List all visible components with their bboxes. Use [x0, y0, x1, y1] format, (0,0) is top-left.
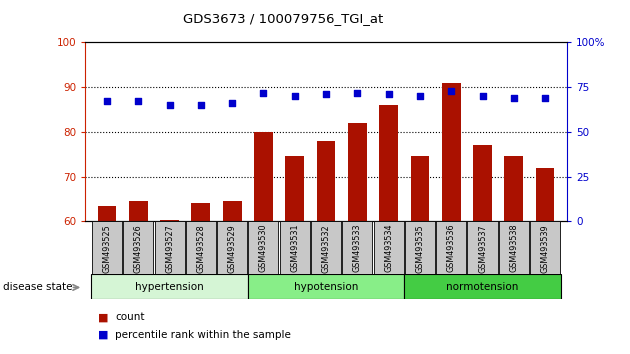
Point — [321, 91, 331, 97]
Text: GSM493529: GSM493529 — [227, 224, 237, 273]
Bar — [123, 221, 153, 274]
Text: GSM493526: GSM493526 — [134, 224, 143, 273]
Point — [478, 93, 488, 99]
Point — [352, 90, 362, 95]
Bar — [217, 221, 247, 274]
Bar — [530, 221, 560, 274]
Bar — [248, 274, 404, 299]
Bar — [154, 221, 185, 274]
Point — [384, 91, 394, 97]
Text: ■: ■ — [98, 312, 108, 322]
Text: GSM493532: GSM493532 — [321, 224, 331, 273]
Bar — [160, 220, 179, 221]
Bar — [186, 221, 216, 274]
Bar — [505, 156, 523, 221]
Bar — [405, 221, 435, 274]
Point — [133, 99, 143, 104]
Bar — [285, 156, 304, 221]
Point — [290, 93, 300, 99]
Text: count: count — [115, 312, 145, 322]
Text: GSM493528: GSM493528 — [197, 224, 205, 273]
Bar — [348, 123, 367, 221]
Bar — [411, 156, 429, 221]
Text: ■: ■ — [98, 330, 108, 340]
Bar — [311, 221, 341, 274]
Bar — [254, 132, 273, 221]
Text: normotension: normotension — [446, 282, 518, 292]
Text: GSM493530: GSM493530 — [259, 224, 268, 273]
Bar — [92, 221, 122, 274]
Bar — [317, 141, 335, 221]
Text: GSM493537: GSM493537 — [478, 224, 487, 273]
Bar — [499, 221, 529, 274]
Bar — [342, 221, 372, 274]
Text: GSM493534: GSM493534 — [384, 224, 393, 273]
Bar — [404, 274, 561, 299]
Point — [258, 90, 268, 95]
Bar — [536, 168, 554, 221]
Text: GSM493525: GSM493525 — [103, 224, 112, 273]
Text: GDS3673 / 100079756_TGI_at: GDS3673 / 100079756_TGI_at — [183, 12, 384, 25]
Bar — [248, 221, 278, 274]
Bar — [223, 201, 241, 221]
Text: GSM493538: GSM493538 — [509, 224, 518, 273]
Bar — [467, 221, 498, 274]
Point — [196, 102, 206, 108]
Text: percentile rank within the sample: percentile rank within the sample — [115, 330, 291, 340]
Bar — [442, 83, 461, 221]
Bar — [473, 145, 492, 221]
Bar — [98, 206, 117, 221]
Point — [415, 93, 425, 99]
Text: hypotension: hypotension — [294, 282, 358, 292]
Bar — [192, 203, 210, 221]
Point — [102, 99, 112, 104]
Text: GSM493539: GSM493539 — [541, 224, 549, 273]
Text: GSM493535: GSM493535 — [415, 224, 425, 273]
Bar — [436, 221, 466, 274]
Text: GSM493531: GSM493531 — [290, 224, 299, 273]
Point — [446, 88, 456, 93]
Text: GSM493536: GSM493536 — [447, 224, 455, 273]
Bar — [129, 201, 147, 221]
Point — [509, 95, 519, 101]
Text: disease state: disease state — [3, 282, 72, 292]
Point — [540, 95, 550, 101]
Bar — [374, 221, 404, 274]
Bar — [280, 221, 310, 274]
Text: GSM493527: GSM493527 — [165, 224, 174, 273]
Point — [227, 101, 237, 106]
Bar — [379, 105, 398, 221]
Point — [164, 102, 175, 108]
Text: hypertension: hypertension — [135, 282, 204, 292]
Bar — [91, 274, 248, 299]
Text: GSM493533: GSM493533 — [353, 224, 362, 273]
